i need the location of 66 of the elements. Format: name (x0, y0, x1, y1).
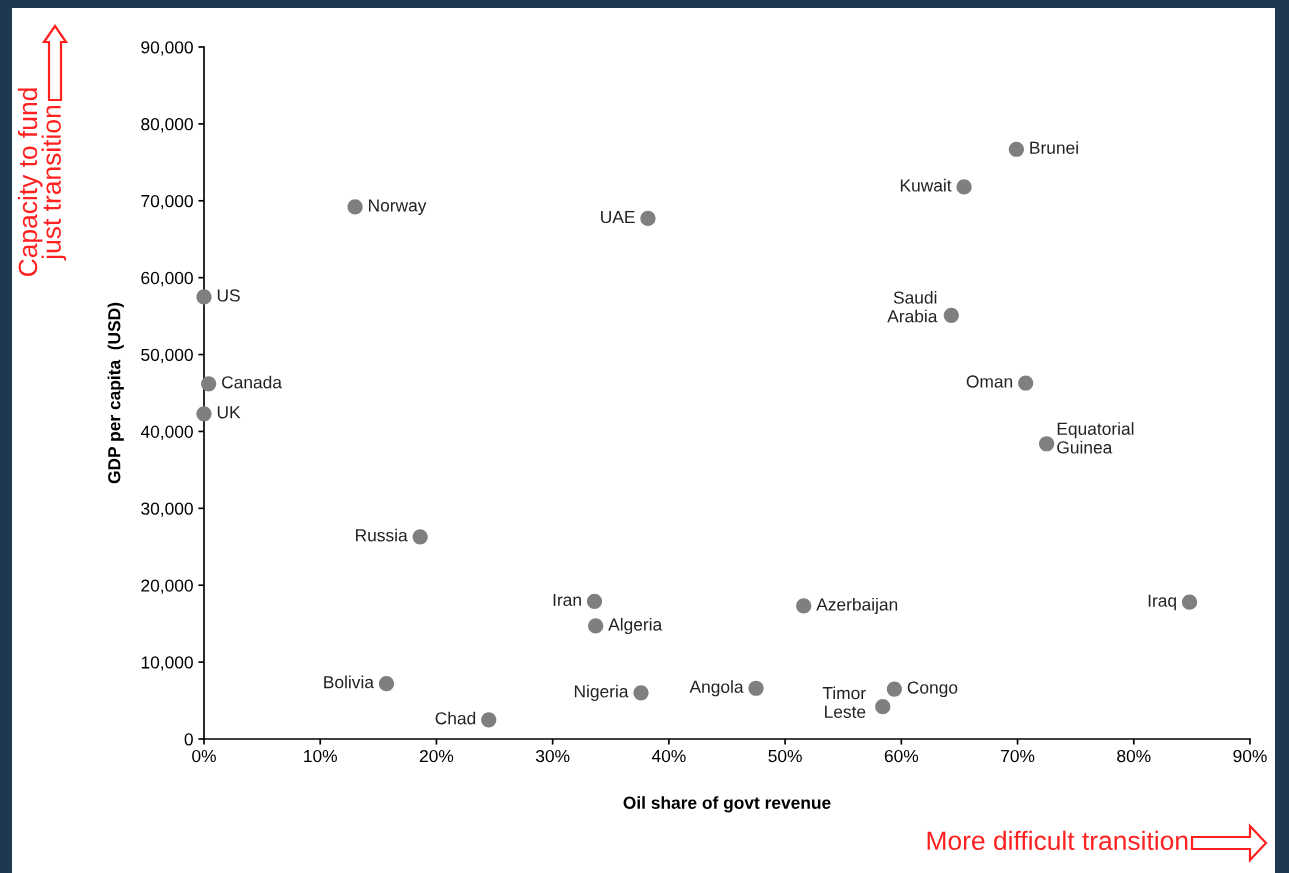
point (1018, 375, 1034, 391)
annotation: Algeria (608, 617, 663, 635)
annotation: Canada (222, 375, 282, 389)
y-tick-label: 50,000 (141, 348, 193, 364)
y-axis-title: GDP per capita (USD) (107, 302, 124, 484)
annotation: UK (217, 406, 241, 419)
point (588, 618, 604, 634)
annotation: Iran (553, 593, 581, 607)
annotation: Nigeria (574, 684, 629, 701)
point (943, 307, 959, 323)
y-tick-label: 10,000 (141, 656, 193, 671)
point (748, 680, 764, 696)
annotation: Saudi Arabia (887, 290, 938, 323)
point (875, 699, 891, 715)
annotation: Equatorial Guinea (1057, 422, 1134, 454)
annotation: Azerbaijan (816, 597, 898, 615)
x-axis-title: Oil share of govt revenue (623, 796, 831, 813)
y-tick-label: 70,000 (141, 194, 193, 210)
text: More difficult transition (927, 830, 1188, 851)
x-tick-label: 90% (1233, 749, 1267, 763)
point (378, 676, 395, 692)
point (633, 685, 649, 701)
x-tick-label: 60% (884, 749, 919, 763)
x-tick-label: 10% (304, 749, 337, 763)
annotation: US (217, 289, 240, 302)
x-tick-label: 0% (192, 749, 216, 763)
y-tick-label: 90,000 (141, 41, 193, 56)
point (196, 289, 212, 305)
y-tick-label: 0 (184, 733, 193, 746)
annotation: Russia (356, 528, 408, 542)
point (886, 681, 902, 697)
x-tick-label: 30% (535, 749, 570, 763)
annotation: Oman (966, 375, 1013, 388)
point (201, 376, 217, 392)
annotation: Norway (369, 199, 427, 216)
point (412, 529, 428, 545)
point (956, 179, 972, 195)
x-tick-label: 50% (768, 749, 802, 763)
x-tick-label: 70% (1001, 749, 1035, 763)
point (640, 210, 656, 227)
annotation: Angola (689, 680, 744, 697)
x-tick-label: 20% (419, 749, 454, 763)
annotation: Brunei (1030, 141, 1078, 154)
y-tick-label: 40,000 (140, 425, 193, 440)
y-tick-label: 20,000 (141, 579, 193, 594)
point (481, 712, 497, 728)
y-tick-label: 60,000 (141, 271, 193, 287)
annotation: Kuwait (900, 178, 952, 192)
x-tick-label: 80% (1117, 749, 1151, 763)
y-tick-label: 80,000 (141, 118, 193, 133)
y-tick-label: 30,000 (141, 502, 193, 517)
annotation: Chad (435, 711, 476, 725)
annotation: Bolivia (324, 675, 374, 689)
point (1008, 141, 1024, 157)
point (796, 598, 812, 614)
point (347, 199, 363, 215)
point (1181, 594, 1198, 610)
annotation: Iraq (1148, 594, 1176, 611)
text: Capacity to fund just transition (17, 88, 67, 276)
annotation: Congo (907, 681, 958, 698)
point (196, 406, 212, 422)
x-tick-label: 40% (651, 749, 686, 763)
annotation: UAE (601, 211, 635, 224)
point (1039, 436, 1055, 452)
point (586, 593, 603, 609)
annotation: Timor Leste (822, 686, 866, 718)
